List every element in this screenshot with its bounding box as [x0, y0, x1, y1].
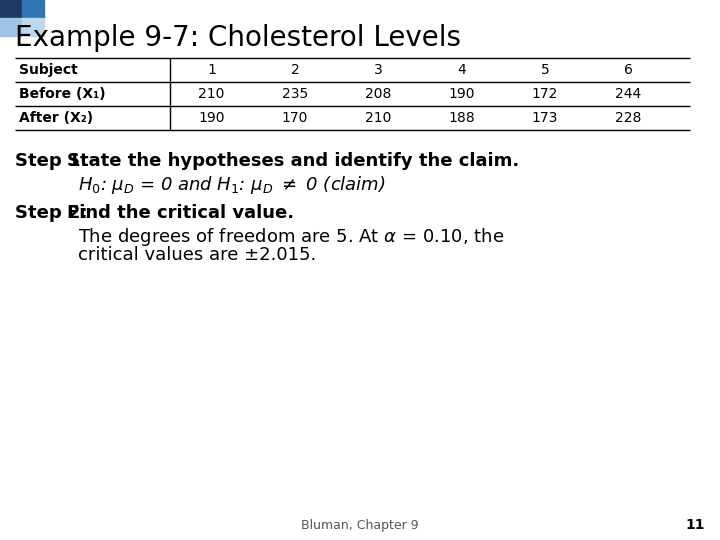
- Text: 210: 210: [365, 111, 392, 125]
- Text: 190: 190: [449, 87, 475, 101]
- Text: critical values are ±2.015.: critical values are ±2.015.: [78, 246, 316, 264]
- Bar: [22, 18, 44, 36]
- Text: 172: 172: [532, 87, 558, 101]
- Text: 1: 1: [207, 63, 216, 77]
- Text: $H_0$: $\mu_D$ = 0 and $H_1$: $\mu_D$ $\neq$ 0 (claim): $H_0$: $\mu_D$ = 0 and $H_1$: $\mu_D$ $\…: [78, 174, 386, 196]
- Text: 208: 208: [365, 87, 392, 101]
- Bar: [0, 0, 22, 18]
- Text: Step 1:: Step 1:: [15, 152, 88, 170]
- Text: 2: 2: [291, 63, 300, 77]
- Text: 3: 3: [374, 63, 383, 77]
- Text: Before (X₁): Before (X₁): [19, 87, 106, 101]
- Text: 235: 235: [282, 87, 308, 101]
- Text: 4: 4: [457, 63, 466, 77]
- Text: 5: 5: [541, 63, 549, 77]
- Text: Find the critical value.: Find the critical value.: [67, 204, 294, 222]
- Bar: [22, 0, 44, 18]
- Text: 244: 244: [615, 87, 642, 101]
- Text: Example 9-7: Cholesterol Levels: Example 9-7: Cholesterol Levels: [15, 24, 461, 52]
- Bar: [0, 18, 22, 36]
- Text: 6: 6: [624, 63, 633, 77]
- Text: 173: 173: [532, 111, 558, 125]
- Text: 228: 228: [615, 111, 642, 125]
- Text: 190: 190: [199, 111, 225, 125]
- Text: 188: 188: [449, 111, 475, 125]
- Text: Bluman, Chapter 9: Bluman, Chapter 9: [301, 519, 419, 532]
- Text: 210: 210: [199, 87, 225, 101]
- Text: Subject: Subject: [19, 63, 78, 77]
- Text: 11: 11: [685, 518, 705, 532]
- Text: Step 2:: Step 2:: [15, 204, 88, 222]
- Text: The degrees of freedom are 5. At $\alpha$ = 0.10, the: The degrees of freedom are 5. At $\alpha…: [78, 226, 504, 248]
- Text: After (X₂): After (X₂): [19, 111, 93, 125]
- Text: State the hypotheses and identify the claim.: State the hypotheses and identify the cl…: [67, 152, 519, 170]
- Text: 170: 170: [282, 111, 308, 125]
